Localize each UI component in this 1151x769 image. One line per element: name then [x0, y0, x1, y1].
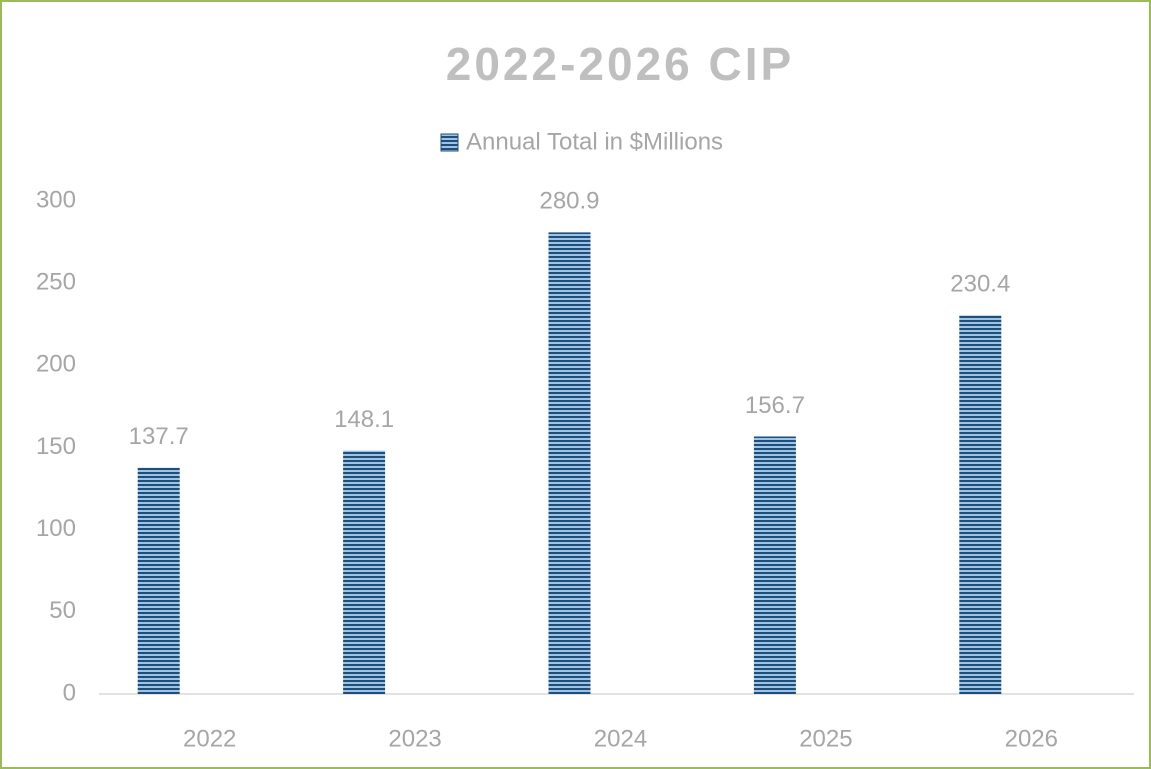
data-label: 137.7 [129, 423, 189, 450]
y-tick-label: 0 [63, 679, 76, 706]
legend-label: Annual Total in $Millions [466, 128, 723, 155]
x-tick-label: 2026 [1005, 725, 1058, 752]
y-tick-label: 300 [36, 186, 76, 213]
data-label: 230.4 [950, 271, 1010, 298]
bar [343, 450, 386, 694]
bar [137, 467, 180, 694]
bar [959, 315, 1002, 694]
x-tick-label: 2022 [183, 725, 236, 752]
bar [753, 436, 796, 694]
data-label: 156.7 [745, 392, 805, 419]
y-tick-label: 50 [49, 597, 76, 624]
legend-swatch [440, 133, 459, 152]
data-label: 148.1 [334, 406, 394, 433]
chart-title: 2022-2026 CIP [446, 38, 794, 90]
x-tick-label: 2023 [388, 725, 441, 752]
y-tick-label: 150 [36, 433, 76, 460]
x-tick-label: 2024 [594, 725, 647, 752]
y-tick-label: 250 [36, 269, 76, 296]
y-tick-label: 100 [36, 515, 76, 542]
x-tick-label: 2025 [799, 725, 852, 752]
bar [548, 232, 591, 694]
y-tick-label: 200 [36, 351, 76, 378]
data-label: 280.9 [539, 188, 599, 215]
